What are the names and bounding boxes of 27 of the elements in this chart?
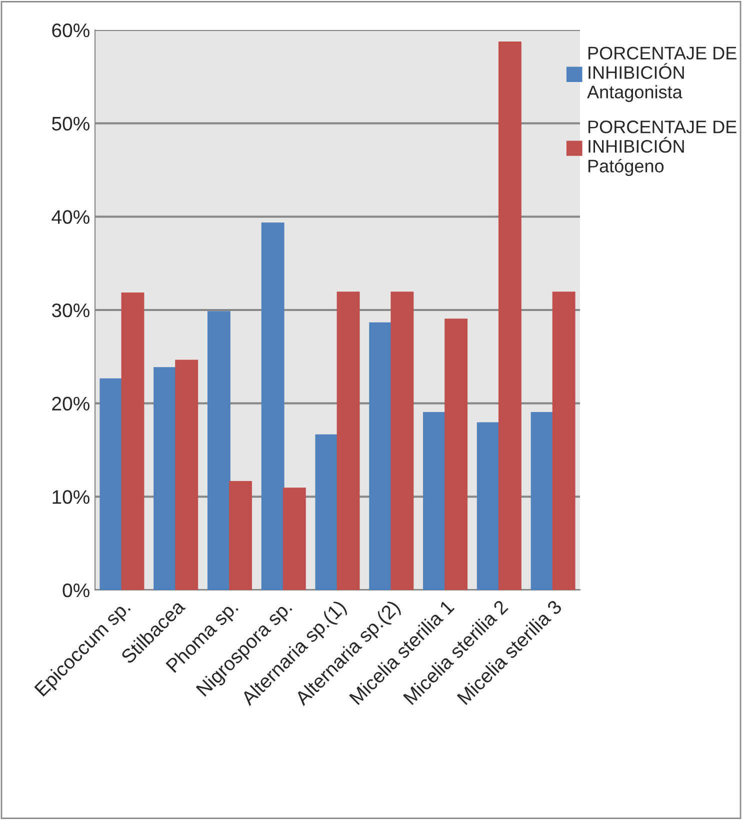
bar [154,367,177,590]
bar [552,292,576,590]
bar [282,488,306,590]
bar [423,412,446,590]
y-tick-label: 20% [52,396,90,411]
bar [336,292,360,590]
bar [476,422,500,590]
y-tick-label: 30% [52,303,90,318]
bar [121,292,144,590]
bar [444,318,468,590]
bar [175,360,198,590]
bar [229,481,252,590]
legend-label: PORCENTAJE DE INHIBICIÓN Patógeno [588,120,736,176]
y-tick-label: 60% [52,23,90,38]
bar [530,412,554,590]
bar [498,41,522,590]
y-tick-label: 50% [52,116,90,131]
bar [207,311,230,590]
y-tick-label: 40% [52,210,90,224]
bar [369,322,392,590]
legend-label: PORCENTAJE DE INHIBICIÓN Antagonista [587,46,736,102]
y-tick-label: 10% [52,490,90,504]
bar [261,222,284,590]
bar [100,378,123,590]
bar [390,292,414,590]
bar [315,434,338,590]
y-tick-label: 0% [62,583,90,598]
